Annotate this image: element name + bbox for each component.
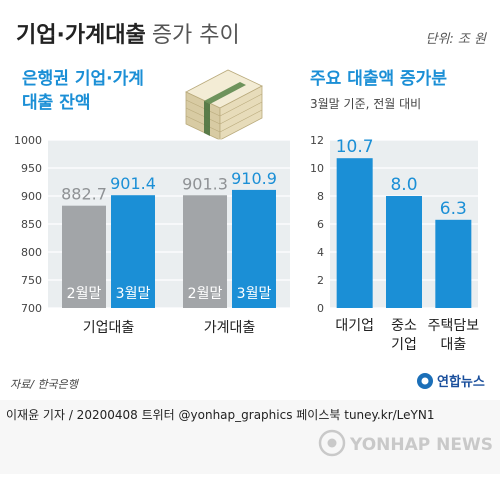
- right-y-tick-label: 10: [310, 162, 324, 175]
- right-y-tick-label: 6: [317, 218, 324, 231]
- footer-byline: 이재윤 기자 / 20200408 트위터 @yonhap_graphics 페…: [6, 408, 434, 422]
- left-category-label: 가계대출: [204, 320, 256, 336]
- right-y-tick-label: 0: [317, 302, 324, 315]
- right-bar: [336, 158, 373, 308]
- left-y-tick-label: 800: [21, 246, 42, 259]
- right-category-label: 대출: [440, 337, 466, 353]
- left-y-tick-label: 700: [21, 302, 42, 315]
- left-panel-title-1: 은행권 기업·가계: [22, 69, 144, 89]
- left-bar: [232, 189, 276, 308]
- right-category-label: 중소: [391, 318, 417, 334]
- right-category-label: 기업: [391, 337, 417, 353]
- left-category-label: 기업대출: [83, 320, 135, 336]
- page-title: 기업·가계대출 증가 추이: [16, 23, 240, 48]
- right-bar-value-label: 6.3: [440, 199, 467, 219]
- left-y-tick-label: 950: [21, 162, 42, 175]
- right-panel-subtitle: 3월말 기준, 전월 대비: [310, 97, 421, 111]
- right-panel-title: 주요 대출액 증가분: [310, 69, 447, 89]
- left-y-tick-label: 850: [21, 218, 42, 231]
- right-bar: [435, 219, 472, 308]
- left-bar-series-label: 3월말: [237, 286, 272, 302]
- left-y-tick-label: 1000: [14, 134, 42, 147]
- left-bar-series-label: 2월말: [67, 286, 102, 302]
- watermark-icon: [318, 429, 346, 457]
- source-note: 자료/ 한국은행: [10, 378, 80, 391]
- right-y-tick-label: 4: [317, 246, 324, 259]
- yonhap-logo-text: 연합뉴스: [437, 374, 485, 390]
- watermark: YONHAP NEWS: [318, 429, 493, 457]
- right-y-tick-label: 12: [310, 134, 324, 147]
- money-stack-icon: [185, 69, 263, 141]
- right-bar-value-label: 8.0: [390, 175, 417, 195]
- watermark-text: YONHAP NEWS: [349, 435, 493, 455]
- right-y-tick-label: 8: [317, 190, 324, 203]
- left-y-tick-label: 750: [21, 274, 42, 287]
- left-bar-value-label: 910.9: [231, 169, 277, 188]
- right-category-label: 대기업: [335, 318, 374, 334]
- unit-label: 단위: 조 원: [426, 32, 488, 47]
- right-y-tick-label: 2: [317, 274, 324, 287]
- left-bar-value-label: 882.7: [61, 185, 107, 204]
- left-bar: [111, 195, 155, 308]
- yonhap-logo: 연합뉴스: [417, 373, 485, 390]
- left-bar-series-label: 2월말: [188, 286, 223, 302]
- right-bar: [386, 196, 422, 308]
- left-bar: [183, 195, 227, 308]
- left-y-tick-label: 900: [21, 190, 42, 203]
- right-category-label: 주택담보: [428, 318, 480, 334]
- left-bar-series-label: 3월말: [116, 286, 151, 302]
- right-bar-value-label: 10.7: [336, 137, 374, 157]
- left-bar-value-label: 901.4: [110, 174, 156, 193]
- footer-bar: [0, 400, 500, 474]
- left-panel-title-2: 대출 잔액: [22, 93, 90, 113]
- left-bar: [62, 205, 106, 308]
- left-bar-value-label: 901.3: [182, 174, 228, 193]
- left-bar-chart: 700 750 800 850 900 950 1000 882.7 2월말 901.4 3월말기업…: [14, 134, 290, 336]
